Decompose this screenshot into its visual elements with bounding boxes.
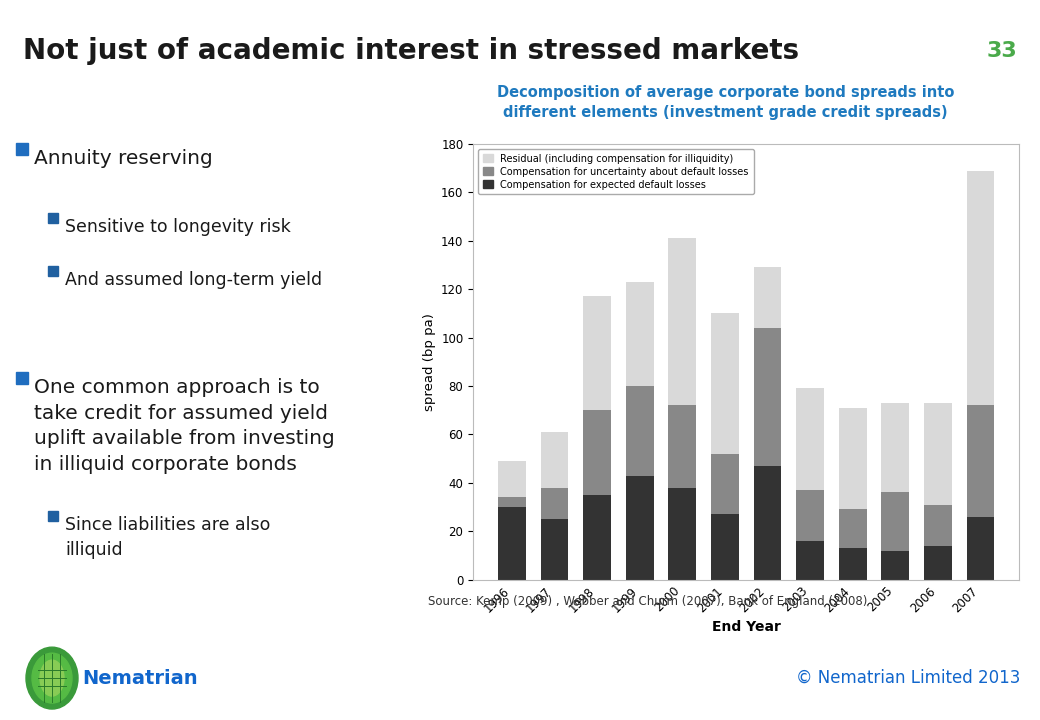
Bar [839, 510, 866, 548]
Bar [669, 405, 696, 487]
Bar [967, 517, 994, 580]
Bar [626, 282, 653, 386]
Text: One common approach is to
take credit for assumed yield
uplift available from in: One common approach is to take credit fo… [33, 378, 334, 474]
Bar [882, 551, 909, 580]
Text: Since liabilities are also
illiquid: Since liabilities are also illiquid [66, 516, 270, 559]
Bar [839, 548, 866, 580]
Ellipse shape [40, 660, 64, 696]
Ellipse shape [26, 647, 78, 709]
Bar [925, 546, 952, 580]
Text: Source: Kemp (2009) , Webber and Churm (2007), Bank of England (2008): Source: Kemp (2009) , Webber and Churm (… [428, 595, 867, 608]
Legend: Residual (including compensation for illiquidity), Compensation for uncertainty : Residual (including compensation for ill… [478, 149, 754, 194]
Bar [839, 408, 866, 510]
Ellipse shape [32, 653, 72, 703]
Bar [754, 267, 781, 328]
Bar [583, 410, 610, 495]
Bar [541, 519, 568, 580]
Bar [541, 432, 568, 487]
Bar [711, 313, 738, 454]
Bar [498, 461, 525, 498]
Bar [797, 388, 824, 490]
Text: Sensitive to longevity risk: Sensitive to longevity risk [66, 218, 291, 236]
Y-axis label: spread (bp pa): spread (bp pa) [422, 313, 436, 410]
Bar [797, 541, 824, 580]
Bar [498, 507, 525, 580]
Bar [669, 238, 696, 405]
Bar [882, 492, 909, 551]
Bar [711, 454, 738, 514]
Bar [541, 487, 568, 519]
Text: 33: 33 [986, 41, 1017, 61]
Bar [498, 498, 525, 507]
Bar [967, 405, 994, 517]
Bar [754, 466, 781, 580]
Bar [925, 403, 952, 505]
Bar [583, 495, 610, 580]
Text: Decomposition of average corporate bond spreads into
different elements (investm: Decomposition of average corporate bond … [497, 85, 954, 120]
Bar [754, 328, 781, 466]
Bar [711, 514, 738, 580]
Bar [669, 487, 696, 580]
Text: And assumed long-term yield: And assumed long-term yield [66, 271, 322, 289]
Bar [626, 386, 653, 475]
Text: Not just of academic interest in stressed markets: Not just of academic interest in stresse… [23, 37, 799, 65]
Text: © Nematrian Limited 2013: © Nematrian Limited 2013 [796, 669, 1020, 687]
Bar [882, 403, 909, 492]
X-axis label: End Year: End Year [711, 621, 781, 634]
Bar [925, 505, 952, 546]
Text: Annuity reserving: Annuity reserving [33, 149, 212, 168]
Bar [797, 490, 824, 541]
Bar [583, 297, 610, 410]
Bar [626, 475, 653, 580]
Text: Nematrian: Nematrian [82, 669, 198, 688]
Bar [967, 171, 994, 405]
